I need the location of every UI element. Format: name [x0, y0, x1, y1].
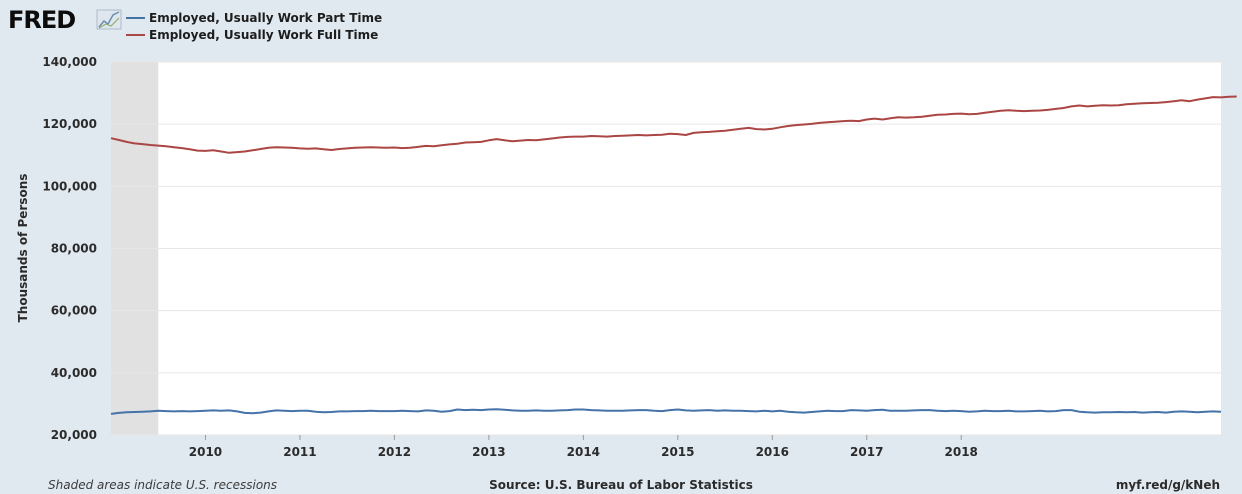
x-tick-label: 2010 — [189, 445, 222, 459]
series-line-part-time[interactable] — [110, 408, 1222, 415]
trend-line-icon — [96, 9, 122, 30]
y-tick-label: 80,000 — [51, 242, 97, 256]
y-axis-ticks: 20,000 40,000 60,000 80,000 100,000 120,000 14… — [42, 55, 97, 442]
x-tick-label: 2012 — [378, 445, 411, 459]
legend-item-full-time[interactable]: Employed, Usually Work Full Time — [126, 28, 378, 42]
y-axis-title: Thousands of Persons — [16, 174, 30, 323]
legend-label-part-time: Employed, Usually Work Part Time — [149, 11, 382, 25]
x-tick-label: 2011 — [283, 445, 316, 459]
y-tick-label: 140,000 — [42, 55, 97, 69]
x-tick-label: 2015 — [661, 445, 694, 459]
source-note: Source: U.S. Bureau of Labor Statistics — [489, 478, 753, 492]
x-tick-label: 2013 — [472, 445, 505, 459]
y-tick-label: 40,000 — [51, 366, 97, 380]
x-tick-label: 2016 — [756, 445, 789, 459]
fred-logo[interactable]: FRED — [8, 6, 122, 34]
gridlines — [111, 61, 1221, 436]
x-tick-label: 2018 — [945, 445, 978, 459]
y-tick-label: 100,000 — [42, 179, 97, 193]
x-axis-ticks: 2010 2011 2012 2013 2014 2015 2016 2017 2018 — [189, 435, 978, 459]
y-tick-label: 20,000 — [51, 428, 97, 442]
x-tick-label: 2014 — [567, 445, 600, 459]
y-tick-label: 60,000 — [51, 304, 97, 318]
logo-text: FRED — [8, 6, 75, 34]
series-line-full-time[interactable] — [110, 95, 1237, 154]
recession-note: Shaded areas indicate U.S. recessions — [48, 478, 277, 492]
series-layer — [110, 95, 1237, 415]
y-tick-label: 120,000 — [42, 117, 97, 131]
legend-item-part-time[interactable]: Employed, Usually Work Part Time — [126, 11, 382, 25]
x-tick-label: 2017 — [850, 445, 883, 459]
legend-label-full-time: Employed, Usually Work Full Time — [149, 28, 378, 42]
short-link[interactable]: myf.red/g/kNeh — [1116, 478, 1220, 492]
legend: Employed, Usually Work Part Time Employe… — [126, 11, 382, 42]
